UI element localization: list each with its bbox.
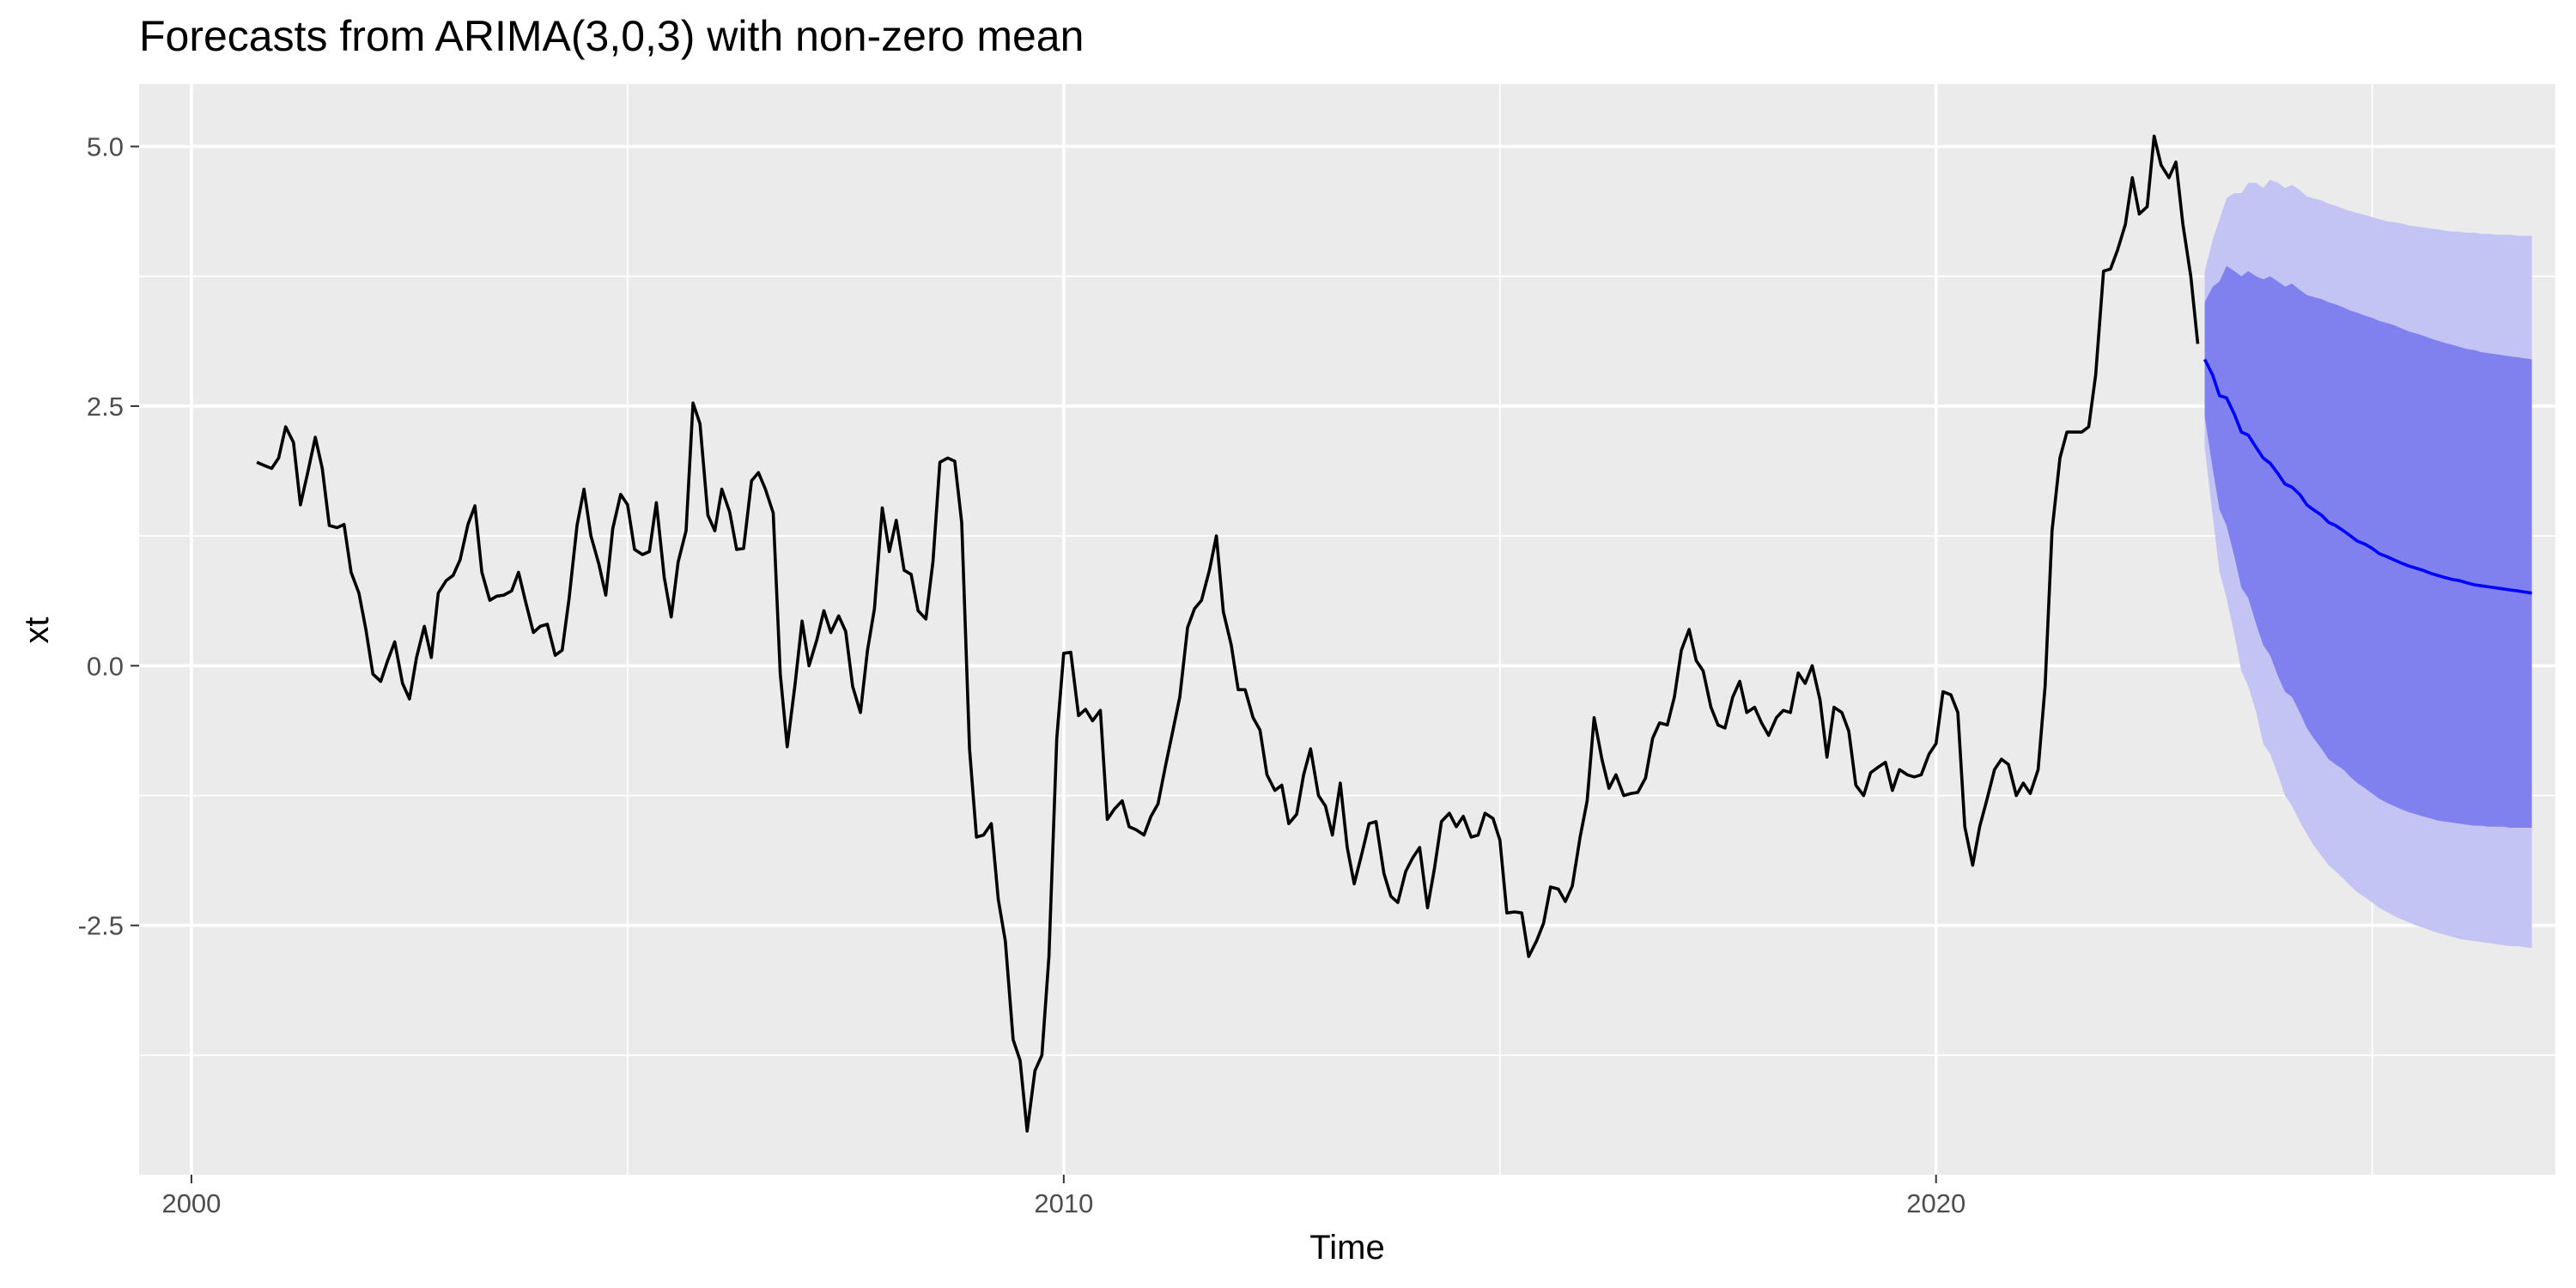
- observed-series-line: [256, 134, 2200, 1133]
- y-axis: -2.5 0.0 2.5 5.0: [78, 132, 139, 941]
- y-tick-label: -2.5: [78, 911, 124, 941]
- plot-panel: [139, 84, 2555, 1175]
- y-tick-label: 2.5: [87, 392, 124, 422]
- x-tick-label: 2020: [1906, 1188, 1965, 1218]
- x-axis: 2000 2010 2020: [161, 1175, 1965, 1218]
- x-axis-title: Time: [1309, 1229, 1384, 1267]
- x-tick-label: 2010: [1034, 1188, 1093, 1218]
- x-tick-label: 2000: [161, 1188, 221, 1218]
- forecast-mean-line: [2202, 358, 2532, 595]
- y-axis-title: xt: [18, 617, 56, 643]
- chart-title: Forecasts from ARIMA(3,0,3) with non-zer…: [139, 12, 1084, 60]
- y-tick-label: 5.0: [87, 132, 124, 162]
- y-tick-label: 0.0: [87, 651, 124, 681]
